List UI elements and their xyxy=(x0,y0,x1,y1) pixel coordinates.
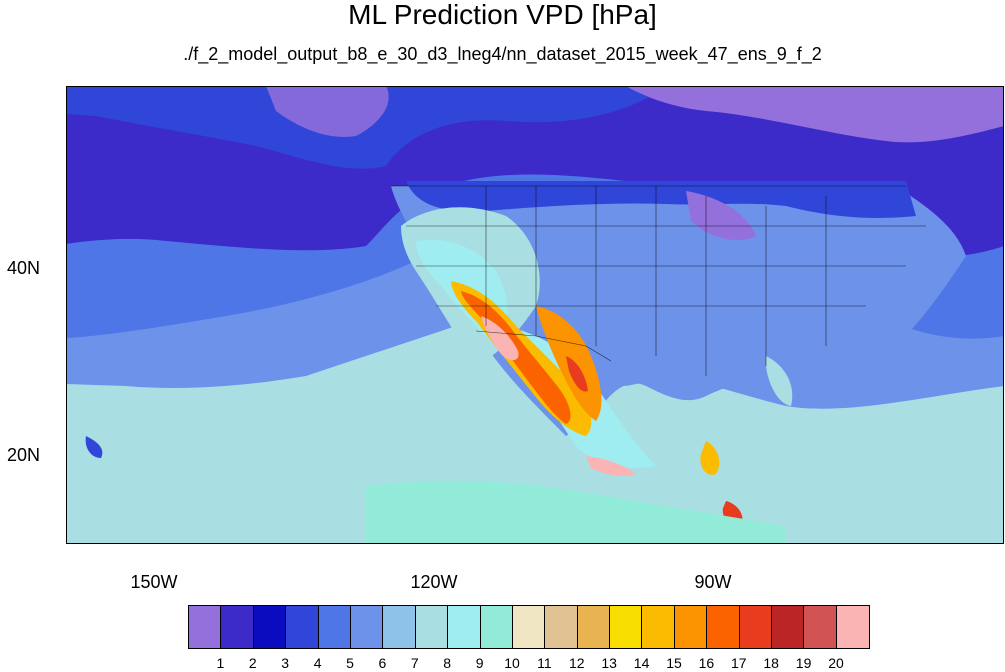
colorbar-label: 2 xyxy=(248,655,257,671)
lat-label-20n: 20N xyxy=(6,445,40,465)
hawaii-spot xyxy=(85,436,103,458)
colorbar-swatch xyxy=(610,606,643,648)
colorbar-label: 7 xyxy=(410,655,419,671)
vpd-map xyxy=(66,86,1004,544)
land-north-dark xyxy=(406,181,916,218)
colorbar-swatch xyxy=(253,606,287,648)
colorbar-label: 3 xyxy=(281,655,290,671)
colorbar-swatch xyxy=(512,606,546,648)
colorbar-label: 5 xyxy=(346,655,354,671)
colorbar-swatch xyxy=(836,606,870,648)
south-mexico-spot xyxy=(586,456,636,476)
border-us-mexico xyxy=(475,330,612,362)
colorbar-label: 19 xyxy=(795,655,812,671)
colorbar-label: 15 xyxy=(666,655,682,671)
vpd-field-svg xyxy=(66,86,1004,544)
map-title: ML Prediction VPD [hPa] xyxy=(348,0,657,30)
colorbar-swatch xyxy=(221,606,254,648)
colorbar-swatch xyxy=(577,606,611,648)
colorbar-label: 18 xyxy=(763,655,779,671)
mexico-plateau-peak xyxy=(566,356,588,392)
gulf-alaska xyxy=(266,86,389,137)
colorbar-swatch xyxy=(674,606,708,648)
lat-label-40n: 40N xyxy=(6,258,40,278)
colorbar-label: 6 xyxy=(378,655,387,671)
desert-peak xyxy=(481,316,519,361)
colorbar-swatch xyxy=(642,606,675,648)
colorbar-label: 9 xyxy=(475,655,484,671)
colorbar-swatch xyxy=(480,606,513,648)
colorbar-swatch xyxy=(415,606,449,648)
map-subtitle: ./f_2_model_output_b8_e_30_d3_lneg4/nn_d… xyxy=(183,44,822,64)
colorbar-label: 4 xyxy=(313,655,322,671)
colorbar-swatch xyxy=(383,606,416,648)
florida-cyan xyxy=(766,356,793,406)
colorbar-swatch xyxy=(448,606,481,648)
lon-label-150w: 150W xyxy=(130,572,178,592)
colorbar-label: 17 xyxy=(731,655,747,671)
colorbar-label: 1 xyxy=(216,655,225,671)
arctic-region xyxy=(626,86,1004,143)
colorbar-label: 16 xyxy=(698,655,715,671)
colorbar-label: 20 xyxy=(828,655,844,671)
lon-label-90w: 90W xyxy=(694,572,732,592)
colorbar-swatch xyxy=(350,606,384,648)
colorbar-swatch xyxy=(318,606,351,648)
colorbar-swatch xyxy=(739,606,773,648)
colorbar-swatch xyxy=(772,606,805,648)
colorbar xyxy=(188,605,871,649)
colorbar-label: 8 xyxy=(443,655,452,671)
colorbar-swatch xyxy=(189,606,222,648)
colorbar-swatch xyxy=(804,606,837,648)
colorbar-swatch xyxy=(707,606,740,648)
lon-label-120w: 120W xyxy=(410,572,458,592)
colorbar-label: 12 xyxy=(569,655,585,671)
yucatan-spot xyxy=(700,441,720,475)
colorbar-label: 13 xyxy=(601,655,617,671)
colorbar-swatch xyxy=(286,606,319,648)
colorbar-label: 11 xyxy=(537,655,552,671)
great-lakes-region xyxy=(686,191,756,241)
tropical-cyan xyxy=(366,480,786,544)
colorbar-label: 14 xyxy=(633,655,650,671)
colorbar-swatch xyxy=(545,606,578,648)
colorbar-label: 10 xyxy=(504,655,520,671)
